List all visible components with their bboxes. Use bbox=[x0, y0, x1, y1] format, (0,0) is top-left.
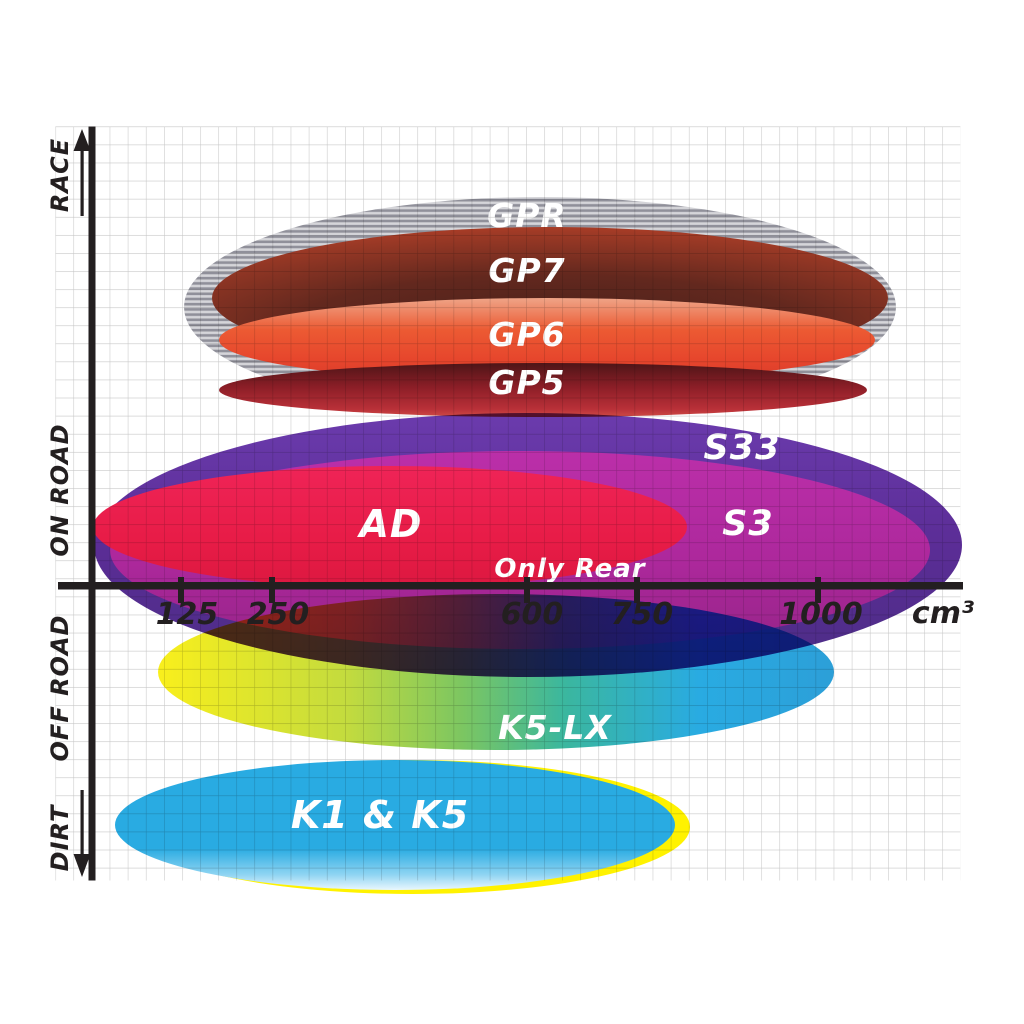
k5lx-label: K5-LX bbox=[498, 708, 612, 747]
gp6-label: GP6 bbox=[488, 315, 565, 354]
tick-1000 bbox=[815, 577, 821, 603]
k1k5-label: K1 & K5 bbox=[291, 793, 469, 837]
tick-label-600: 600 bbox=[501, 597, 564, 632]
tick-600 bbox=[524, 577, 530, 603]
dirt-down-arrow-icon bbox=[73, 790, 91, 877]
ad-ellipse bbox=[93, 466, 687, 588]
only-rear-annotation: Only Rear bbox=[494, 554, 646, 584]
gp6-ellipse bbox=[219, 298, 875, 382]
tick-label-750: 750 bbox=[611, 597, 674, 632]
tick-250 bbox=[269, 577, 275, 603]
tick-label-1000: 1000 bbox=[779, 597, 863, 632]
gp5-label: GP5 bbox=[488, 363, 565, 402]
gpr-label: GPR bbox=[487, 196, 567, 235]
axes-group: 125 250 600 750 1000 cm³ RACE ON ROAD OF… bbox=[46, 126, 974, 881]
tick-125 bbox=[178, 577, 184, 603]
ad-label: AD bbox=[357, 502, 423, 546]
tick-750 bbox=[634, 577, 640, 603]
category-label-dirt: DIRT bbox=[46, 804, 74, 871]
category-label-off-road: OFF ROAD bbox=[46, 615, 74, 762]
tick-label-125: 125 bbox=[156, 597, 219, 632]
x-axis-unit-label: cm³ bbox=[912, 596, 974, 631]
onroad-compounds-group: S33 S3 AD Only Rear bbox=[93, 413, 962, 677]
y-axis-line bbox=[88, 126, 96, 881]
race-compounds-group: GPR GP7 GP6 GP5 bbox=[184, 196, 896, 417]
category-label-on-road: ON ROAD bbox=[46, 423, 74, 556]
gp7-label: GP7 bbox=[488, 251, 565, 290]
gp5-ellipse bbox=[219, 363, 867, 417]
k1k5-ellipse bbox=[115, 760, 675, 890]
category-label-race: RACE bbox=[46, 138, 74, 212]
tick-label-250: 250 bbox=[247, 597, 310, 632]
x-axis-line bbox=[58, 582, 963, 590]
s3-label: S3 bbox=[722, 504, 774, 544]
s33-label: S33 bbox=[704, 428, 781, 468]
dirt-compounds-group: K1 & K5 bbox=[115, 760, 690, 894]
race-up-arrow-icon bbox=[73, 129, 91, 216]
